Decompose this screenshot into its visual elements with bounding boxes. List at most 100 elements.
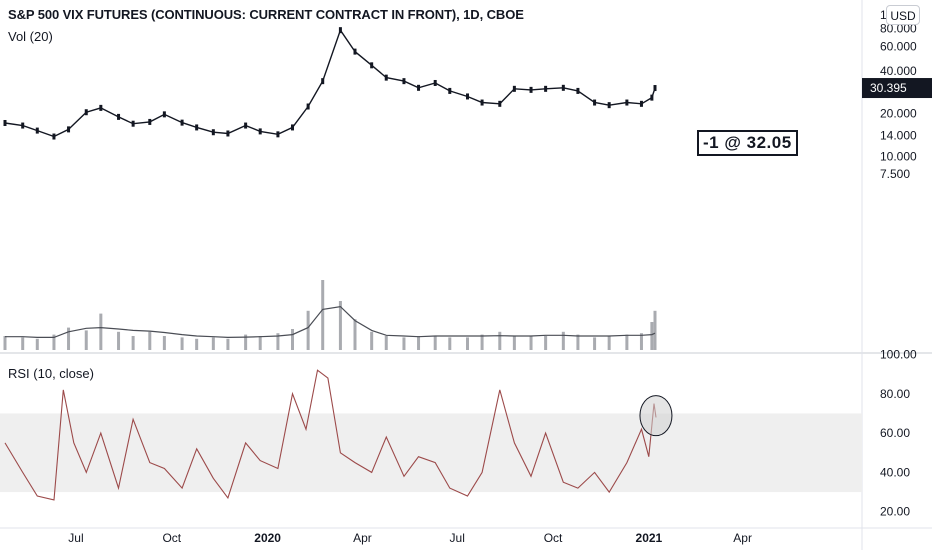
volume-bar bbox=[338, 301, 342, 350]
volume-bar bbox=[131, 336, 135, 350]
volume-bar bbox=[99, 313, 103, 350]
volume-bar bbox=[3, 336, 7, 350]
price-series bbox=[3, 27, 657, 140]
price-candle bbox=[180, 119, 184, 126]
volume-bar bbox=[321, 280, 325, 350]
volume-bar bbox=[448, 337, 452, 350]
volume-bar bbox=[84, 330, 88, 350]
volume-bar bbox=[148, 331, 152, 350]
price-candle bbox=[544, 85, 548, 92]
volume-bar bbox=[402, 337, 406, 350]
price-candle bbox=[195, 124, 199, 131]
price-candle bbox=[35, 127, 39, 134]
price-candle bbox=[498, 100, 502, 107]
price-candle bbox=[417, 84, 421, 91]
volume-bar bbox=[291, 329, 294, 350]
last-price-tag bbox=[862, 78, 932, 99]
price-candle bbox=[529, 86, 533, 93]
price-candle bbox=[276, 131, 280, 138]
rsi-tick-label: 80.00 bbox=[880, 387, 910, 401]
price-candle bbox=[561, 84, 565, 91]
volume-bar bbox=[650, 322, 654, 350]
volume-bar bbox=[258, 336, 262, 350]
price-candle bbox=[211, 129, 215, 136]
volume-bar bbox=[162, 336, 166, 350]
x-tick-label: Jul bbox=[68, 531, 83, 545]
x-tick-label: Oct bbox=[544, 531, 563, 545]
x-tick-label: 2020 bbox=[254, 531, 281, 545]
price-candle bbox=[52, 133, 56, 140]
price-candle bbox=[402, 78, 406, 85]
volume-bar bbox=[21, 337, 25, 350]
volume-bar bbox=[117, 331, 121, 350]
price-candle bbox=[321, 78, 325, 85]
volume-bar bbox=[180, 337, 184, 350]
rsi-tick-label: 100.00 bbox=[880, 348, 917, 362]
price-candle bbox=[291, 124, 294, 131]
volume-bar bbox=[384, 336, 388, 350]
volume-bar bbox=[370, 331, 374, 350]
price-candle bbox=[244, 122, 248, 129]
volume-bar bbox=[433, 336, 437, 350]
volume-bar bbox=[653, 310, 657, 350]
price-candle bbox=[433, 79, 437, 86]
price-tick-label: 60.000 bbox=[880, 39, 917, 53]
volume-bar bbox=[576, 334, 580, 350]
volume-bar bbox=[52, 334, 56, 350]
volume-bar bbox=[625, 334, 629, 350]
volume-bar bbox=[306, 310, 310, 350]
x-tick-label: 2021 bbox=[636, 531, 663, 545]
volume-bar bbox=[639, 333, 643, 350]
price-tick-label: 7.500 bbox=[880, 167, 910, 181]
volume-bar bbox=[67, 327, 71, 350]
rsi-highlight-circle bbox=[639, 395, 673, 437]
rsi-label: RSI (10, close) bbox=[8, 366, 94, 381]
rsi-band bbox=[0, 413, 862, 493]
price-candle bbox=[3, 119, 7, 126]
price-candle bbox=[512, 85, 516, 92]
price-candle bbox=[448, 87, 452, 94]
volume-bar bbox=[544, 336, 548, 350]
volume-bar bbox=[529, 336, 533, 350]
x-tick-label: Jul bbox=[450, 531, 465, 545]
volume-bar bbox=[244, 334, 248, 350]
volume-bar bbox=[480, 334, 484, 350]
price-candle bbox=[226, 130, 230, 137]
price-tick-label: 80.000 bbox=[880, 22, 917, 36]
volume-bar bbox=[417, 336, 421, 350]
rsi-series bbox=[4, 369, 673, 501]
price-candle bbox=[653, 85, 657, 92]
price-line bbox=[4, 28, 656, 138]
price-candle bbox=[639, 100, 643, 107]
rsi-tick-label: 20.00 bbox=[880, 505, 910, 519]
price-candle bbox=[67, 126, 71, 133]
price-candle bbox=[384, 74, 388, 81]
volume-bar bbox=[211, 337, 215, 350]
volume-bar bbox=[593, 337, 597, 350]
price-tick-label: 20.000 bbox=[880, 107, 917, 121]
volume-bar bbox=[607, 336, 611, 350]
price-candle bbox=[353, 48, 357, 55]
price-candle bbox=[21, 122, 25, 129]
currency-button[interactable]: USD bbox=[886, 5, 920, 25]
volume-bar bbox=[466, 337, 469, 350]
price-candle bbox=[99, 104, 103, 111]
x-tick-label: Apr bbox=[353, 531, 372, 545]
volume-bar bbox=[561, 331, 565, 350]
price-candle bbox=[258, 128, 262, 135]
price-candle bbox=[625, 99, 629, 106]
rsi-line bbox=[4, 369, 657, 501]
volume-bar bbox=[276, 333, 280, 350]
last-price-label: 30.395 bbox=[870, 81, 907, 95]
volume-bar bbox=[195, 338, 199, 350]
price-candle bbox=[370, 62, 374, 69]
price-candle bbox=[306, 103, 310, 110]
price-candle bbox=[84, 109, 88, 116]
price-candle bbox=[466, 93, 469, 100]
price-tick-label: 10.000 bbox=[880, 149, 917, 163]
x-tick-label: Apr bbox=[733, 531, 752, 545]
price-candle bbox=[338, 27, 342, 34]
price-candle bbox=[650, 94, 654, 101]
